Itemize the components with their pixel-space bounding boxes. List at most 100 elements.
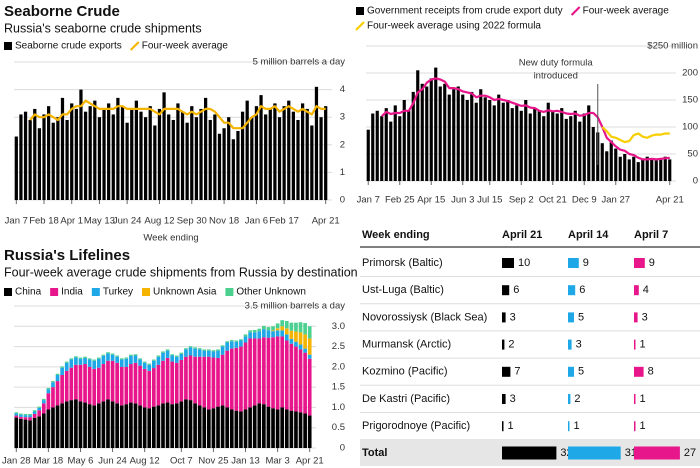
bar-segment xyxy=(280,326,285,331)
bar-segment xyxy=(298,332,303,345)
bar-segment xyxy=(129,364,133,403)
bar-segment xyxy=(83,364,87,403)
bar-segment xyxy=(161,352,165,361)
bar-segment xyxy=(46,387,51,390)
bar-segment xyxy=(60,403,64,448)
bar-segment xyxy=(106,360,110,400)
bar xyxy=(384,108,388,181)
bar-segment xyxy=(188,347,193,356)
bar-segment xyxy=(179,401,184,448)
bar xyxy=(528,113,532,181)
x-tick-label: Jun 24 xyxy=(98,456,127,467)
bar-segment xyxy=(37,416,42,448)
bar-segment xyxy=(298,349,303,413)
legend-swatch xyxy=(356,7,364,15)
bar-segment xyxy=(234,410,239,448)
bar-segment xyxy=(23,417,28,420)
bar xyxy=(389,121,393,181)
bar-segment xyxy=(147,363,152,365)
row-value: 3 xyxy=(510,393,516,405)
bar-segment xyxy=(106,352,110,354)
bar xyxy=(185,122,189,200)
table-header: April 14 xyxy=(568,229,609,241)
bar-segment xyxy=(307,415,312,448)
bar xyxy=(56,117,60,200)
line xyxy=(601,126,670,144)
bar-segment xyxy=(266,330,271,338)
bar-segment xyxy=(37,406,42,408)
bar xyxy=(93,100,97,200)
bar-segment xyxy=(151,368,156,407)
bar-segment xyxy=(193,347,197,349)
bar-segment xyxy=(207,409,211,448)
bar-segment xyxy=(46,393,51,410)
bar xyxy=(291,111,295,200)
bar-segment xyxy=(60,374,64,404)
bar xyxy=(116,97,120,200)
table-header: April 21 xyxy=(502,229,542,241)
bar-segment xyxy=(55,374,60,382)
bar xyxy=(524,100,528,181)
bar-segment xyxy=(41,403,46,414)
x-tick-label: Feb 25 xyxy=(385,195,415,206)
y-tick-label: 50 xyxy=(687,149,698,160)
bar xyxy=(300,103,305,200)
legend-swatch xyxy=(570,6,581,16)
bar xyxy=(204,97,208,200)
bar xyxy=(614,148,618,181)
bar-segment xyxy=(165,357,170,403)
bar-segment xyxy=(220,345,225,347)
bar-segment xyxy=(74,399,78,448)
bar-segment xyxy=(28,420,32,448)
bar xyxy=(438,86,442,181)
bar-segment xyxy=(14,417,19,448)
bar-segment xyxy=(197,348,202,350)
bar-segment xyxy=(106,399,110,448)
bar-segment xyxy=(239,346,243,412)
row-value: 3 xyxy=(642,311,648,323)
bar xyxy=(111,114,115,200)
bar-segment xyxy=(51,407,55,448)
bar-segment xyxy=(32,411,37,414)
bar xyxy=(591,127,595,181)
legend-label: Four-week average xyxy=(142,41,229,52)
bar xyxy=(578,121,582,181)
bar-segment xyxy=(60,366,64,368)
bar-segment xyxy=(87,358,92,360)
x-tick-label: Aug 12 xyxy=(144,216,174,227)
legend-label: Turkey xyxy=(103,287,133,298)
table-bar xyxy=(502,339,505,350)
bar-segment xyxy=(216,349,220,351)
chart-subtitle: Four-week average crude shipments from R… xyxy=(4,265,358,279)
bar-segment xyxy=(248,338,252,408)
bar xyxy=(264,114,268,200)
bar xyxy=(153,125,157,200)
bar-segment xyxy=(211,350,216,352)
bar-segment xyxy=(294,322,298,332)
bar xyxy=(268,108,272,200)
bar-segment xyxy=(156,356,161,365)
bar xyxy=(83,111,88,200)
bar-segment xyxy=(32,417,37,448)
row-value: 2 xyxy=(508,339,514,351)
table-bar xyxy=(634,446,680,460)
bar-segment xyxy=(257,328,262,332)
bar xyxy=(120,106,125,200)
bar-segment xyxy=(19,413,23,415)
row-name: Murmansk (Arctic) xyxy=(362,339,451,351)
bar xyxy=(70,103,74,200)
bar-segment xyxy=(23,415,28,418)
x-tick-label: Apr 15 xyxy=(417,195,445,206)
bar-segment xyxy=(129,402,133,448)
x-tick-label: Mar 18 xyxy=(34,456,64,467)
bar-segment xyxy=(124,357,129,359)
bar-segment xyxy=(188,346,193,348)
legend-swatch xyxy=(129,41,140,51)
bar-segment xyxy=(23,419,28,448)
bar-segment xyxy=(275,328,280,331)
bar xyxy=(434,67,438,181)
bar-segment xyxy=(307,338,312,355)
bar-segment xyxy=(275,323,280,329)
bar xyxy=(148,106,152,200)
bar-segment xyxy=(271,330,275,332)
